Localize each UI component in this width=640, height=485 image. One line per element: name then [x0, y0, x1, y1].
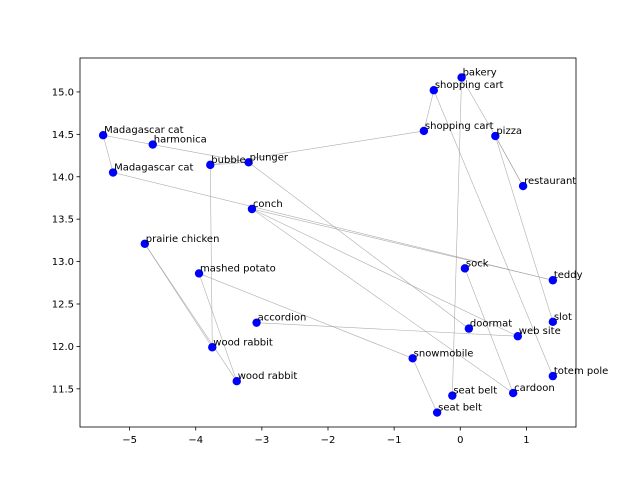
point-label: seat belt	[453, 386, 497, 397]
point-label: harmonica	[154, 135, 207, 146]
point-label: conch	[253, 199, 283, 210]
scatter-point	[548, 276, 558, 285]
edge-line	[112, 172, 553, 281]
point-label: slot	[554, 312, 572, 323]
point-label: doormat	[470, 319, 512, 330]
scatter-point	[548, 317, 558, 327]
y-tick-label: 11.5	[52, 384, 74, 395]
scatter-point	[448, 391, 457, 400]
point-label: pizza	[496, 126, 522, 137]
scatter-point	[98, 130, 108, 140]
edges-layer	[102, 77, 554, 413]
edge-line	[251, 208, 518, 337]
scatter-point	[108, 168, 118, 177]
scatter-point	[491, 131, 500, 141]
scatter-point	[513, 332, 523, 341]
point-label: plunger	[250, 152, 289, 163]
edge-line	[248, 162, 470, 329]
edge-line	[102, 135, 114, 173]
scatter-point	[429, 86, 439, 95]
y-tick-label: 13.5	[52, 215, 74, 226]
scatter-point	[208, 343, 217, 352]
edge-line	[210, 162, 249, 166]
edge-line	[433, 90, 554, 377]
x-tick-label: 1	[523, 435, 529, 446]
axes-layer: −5 −4 −3 −2 −1 0 1 11.5 12.0 12.5 13.0 13.5 14.0 14.5…	[52, 57, 577, 446]
edge-line	[209, 164, 213, 348]
scatter-point	[460, 264, 470, 273]
point-label: snowmobile	[414, 348, 474, 359]
edge-line	[152, 144, 249, 163]
edge-line	[464, 268, 514, 394]
edge-line	[256, 322, 518, 337]
scatter-point	[432, 408, 442, 417]
point-label: shopping cart	[435, 80, 504, 91]
point-label: wood rabbit	[213, 337, 273, 348]
x-tick-label: −1	[387, 435, 402, 446]
edge-line	[412, 358, 438, 413]
x-tick-label: −2	[321, 435, 336, 446]
scatter-point	[252, 318, 261, 327]
point-label: seat belt	[438, 403, 482, 414]
points-layer	[98, 73, 558, 417]
point-label: wood rabbit	[238, 371, 298, 382]
scatter-point	[457, 73, 466, 82]
scatter-point	[419, 126, 429, 136]
edge-line	[251, 208, 514, 394]
scatter-point	[194, 269, 204, 278]
y-tick-label: 14.0	[52, 172, 74, 183]
scatter-point	[464, 324, 474, 333]
point-label: totem pole	[554, 366, 608, 377]
scatter-point	[408, 354, 417, 363]
scatter-point	[140, 239, 150, 248]
point-label: sock	[466, 258, 489, 269]
y-tick-label: 12.0	[52, 342, 74, 353]
edge-line	[251, 208, 553, 281]
point-label: Madagascar cat	[104, 125, 183, 136]
edge-line	[461, 77, 496, 137]
edge-line	[423, 90, 435, 132]
point-label: restaurant	[524, 176, 576, 187]
scatter-point	[548, 371, 558, 381]
y-tick-label: 14.5	[52, 130, 74, 141]
x-tick-label: 0	[457, 435, 463, 446]
scatter-point	[148, 140, 157, 149]
scatter-point	[247, 204, 257, 214]
edge-line	[198, 273, 238, 382]
y-tick-label: 12.5	[52, 300, 74, 311]
point-label: cardoon	[514, 383, 554, 394]
edge-line	[103, 134, 153, 145]
scatter-point	[206, 160, 215, 170]
point-label: prairie chicken	[146, 234, 220, 245]
x-tick-label: −4	[188, 435, 203, 446]
x-tick-label: −5	[122, 435, 137, 446]
y-tick-label: 13.0	[52, 257, 74, 268]
scatter-point	[232, 376, 241, 386]
edge-line	[495, 135, 524, 187]
point-label: teddy	[554, 270, 583, 281]
point-label: web site	[519, 326, 561, 337]
point-label: mashed potato	[200, 263, 276, 274]
y-tick-label: 15.0	[52, 87, 74, 98]
edge-line	[198, 273, 413, 359]
scatter-point	[244, 158, 253, 167]
edge-line	[452, 77, 462, 396]
scatter-point	[518, 181, 528, 191]
edge-line	[144, 243, 237, 382]
edge-line	[495, 135, 554, 322]
scatter-point	[508, 388, 518, 398]
point-label: shopping cart	[425, 121, 494, 132]
point-label: bakery	[463, 68, 497, 79]
point-label: accordion	[258, 313, 307, 324]
x-tick-label: −3	[254, 435, 269, 446]
point-label: Madagascar cat	[114, 163, 193, 174]
point-label: bubble	[211, 155, 245, 166]
